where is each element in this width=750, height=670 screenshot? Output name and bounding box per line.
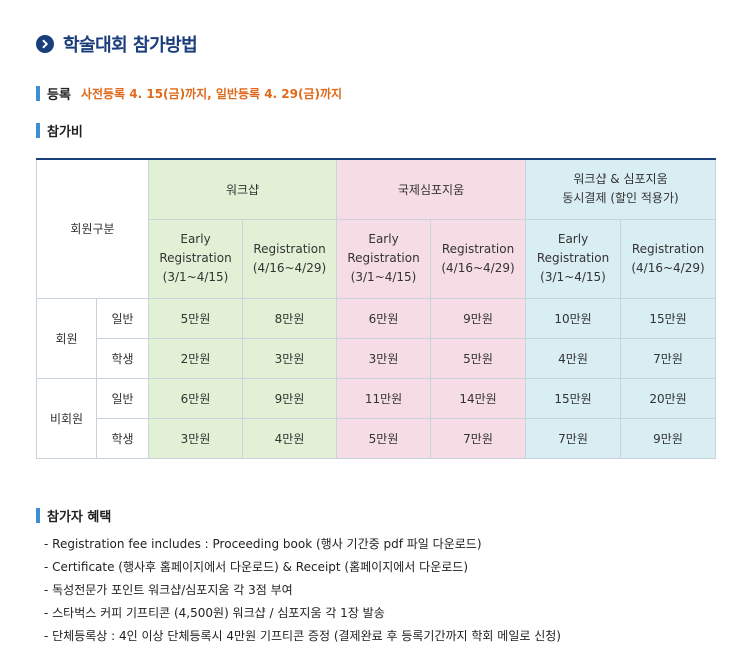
symposium-early-header: Early Registration (3/1~4/15) — [336, 218, 432, 299]
workshop-early-header: Early Registration (3/1~4/15) — [148, 218, 244, 299]
price-cell: 3만원 — [148, 417, 244, 459]
price-cell: 7만원 — [525, 417, 622, 459]
price-cell: 10만원 — [525, 297, 622, 339]
price-cell: 6만원 — [148, 377, 244, 419]
price-cell: 20만원 — [620, 377, 717, 419]
list-item: - Certificate (행사후 홈페이지에서 다운로드) & Receip… — [44, 560, 469, 574]
price-cell: 11만원 — [336, 377, 432, 419]
bundle-early-header: Early Registration (3/1~4/15) — [525, 218, 622, 299]
member-type-header: 회원구분 — [35, 158, 150, 299]
price-cell: 9만원 — [242, 377, 338, 419]
bundle-regular-header: Registration (4/16~4/29) — [620, 218, 717, 299]
price-cell: 3만원 — [242, 337, 338, 379]
benefits-section-heading: 참가자 혜택 — [36, 506, 111, 525]
price-cell: 4만원 — [525, 337, 622, 379]
symposium-regular-header: Registration (4/16~4/29) — [430, 218, 527, 299]
section-bar-icon — [36, 508, 40, 523]
price-cell: 7만원 — [620, 337, 717, 379]
member-type-cell: 학생 — [95, 337, 150, 379]
list-item: - 독성전문가 포인트 워크샵/심포지움 각 3점 부여 — [44, 583, 293, 597]
price-cell: 9만원 — [430, 297, 527, 339]
fee-table: 회원구분 워크샵 국제심포지움 워크샵 & 심포지움 동시결제 (할인 적용가)… — [35, 158, 717, 459]
page-title-text: 학술대회 참가방법 — [63, 35, 198, 56]
member-type-cell: 일반 — [95, 297, 150, 339]
table-row: 비회원 일반 6만원 9만원 11만원 14만원 15만원 20만원 — [36, 377, 717, 459]
price-cell: 9만원 — [620, 417, 717, 459]
fee-section-label: 참가비 — [47, 125, 83, 140]
table-row: 학생 3만원 4만원 5만원 7만원 7만원 9만원 — [37, 417, 717, 459]
registration-label: 등록 — [47, 88, 71, 103]
registration-section: 등록 사전등록 4. 15(금)까지, 일반등록 4. 29(금)까지 — [36, 84, 342, 103]
section-bar-icon — [36, 123, 40, 138]
price-cell: 15만원 — [525, 377, 622, 419]
workshop-header: 워크샵 — [148, 158, 338, 220]
member-type-cell: 학생 — [95, 417, 150, 459]
price-cell: 8만원 — [242, 297, 338, 339]
page-title: 학술대회 참가방법 — [36, 31, 198, 57]
price-cell: 7만원 — [430, 417, 527, 459]
list-item: - 스타벅스 커피 기프티콘 (4,500원) 워크샵 / 심포지움 각 1장 … — [44, 606, 385, 620]
table-row: 학생 2만원 3만원 3만원 5만원 4만원 7만원 — [37, 337, 717, 379]
price-cell: 5만원 — [148, 297, 244, 339]
member-type-cell: 일반 — [95, 377, 150, 419]
workshop-regular-header: Registration (4/16~4/29) — [242, 218, 338, 299]
benefits-label: 참가자 혜택 — [47, 510, 112, 525]
table-row: 회원 일반 5만원 8만원 6만원 9만원 10만원 15만원 — [36, 297, 717, 379]
chevron-right-circle-icon — [36, 35, 54, 53]
section-bar-icon — [36, 86, 40, 101]
price-cell: 15만원 — [620, 297, 717, 339]
list-item: - 단체등록상 : 4인 이상 단체등록시 4만원 기프티콘 증정 (결제완료 … — [44, 629, 561, 643]
price-cell: 14만원 — [430, 377, 527, 419]
category-non-member: 비회원 — [36, 377, 97, 459]
price-cell: 3만원 — [336, 337, 432, 379]
price-cell: 5만원 — [430, 337, 527, 379]
price-cell: 5만원 — [336, 417, 432, 459]
symposium-header: 국제심포지움 — [336, 158, 527, 220]
category-member: 회원 — [36, 297, 97, 379]
fee-section-heading: 참가비 — [36, 121, 83, 140]
price-cell: 2만원 — [148, 337, 244, 379]
registration-deadline: 사전등록 4. 15(금)까지, 일반등록 4. 29(금)까지 — [80, 87, 343, 101]
list-item: - Registration fee includes : Proceeding… — [44, 537, 482, 551]
price-cell: 4만원 — [242, 417, 338, 459]
price-cell: 6만원 — [336, 297, 432, 339]
benefits-list: - Registration fee includes : Proceeding… — [44, 533, 561, 648]
bundle-header: 워크샵 & 심포지움 동시결제 (할인 적용가) — [525, 158, 717, 220]
